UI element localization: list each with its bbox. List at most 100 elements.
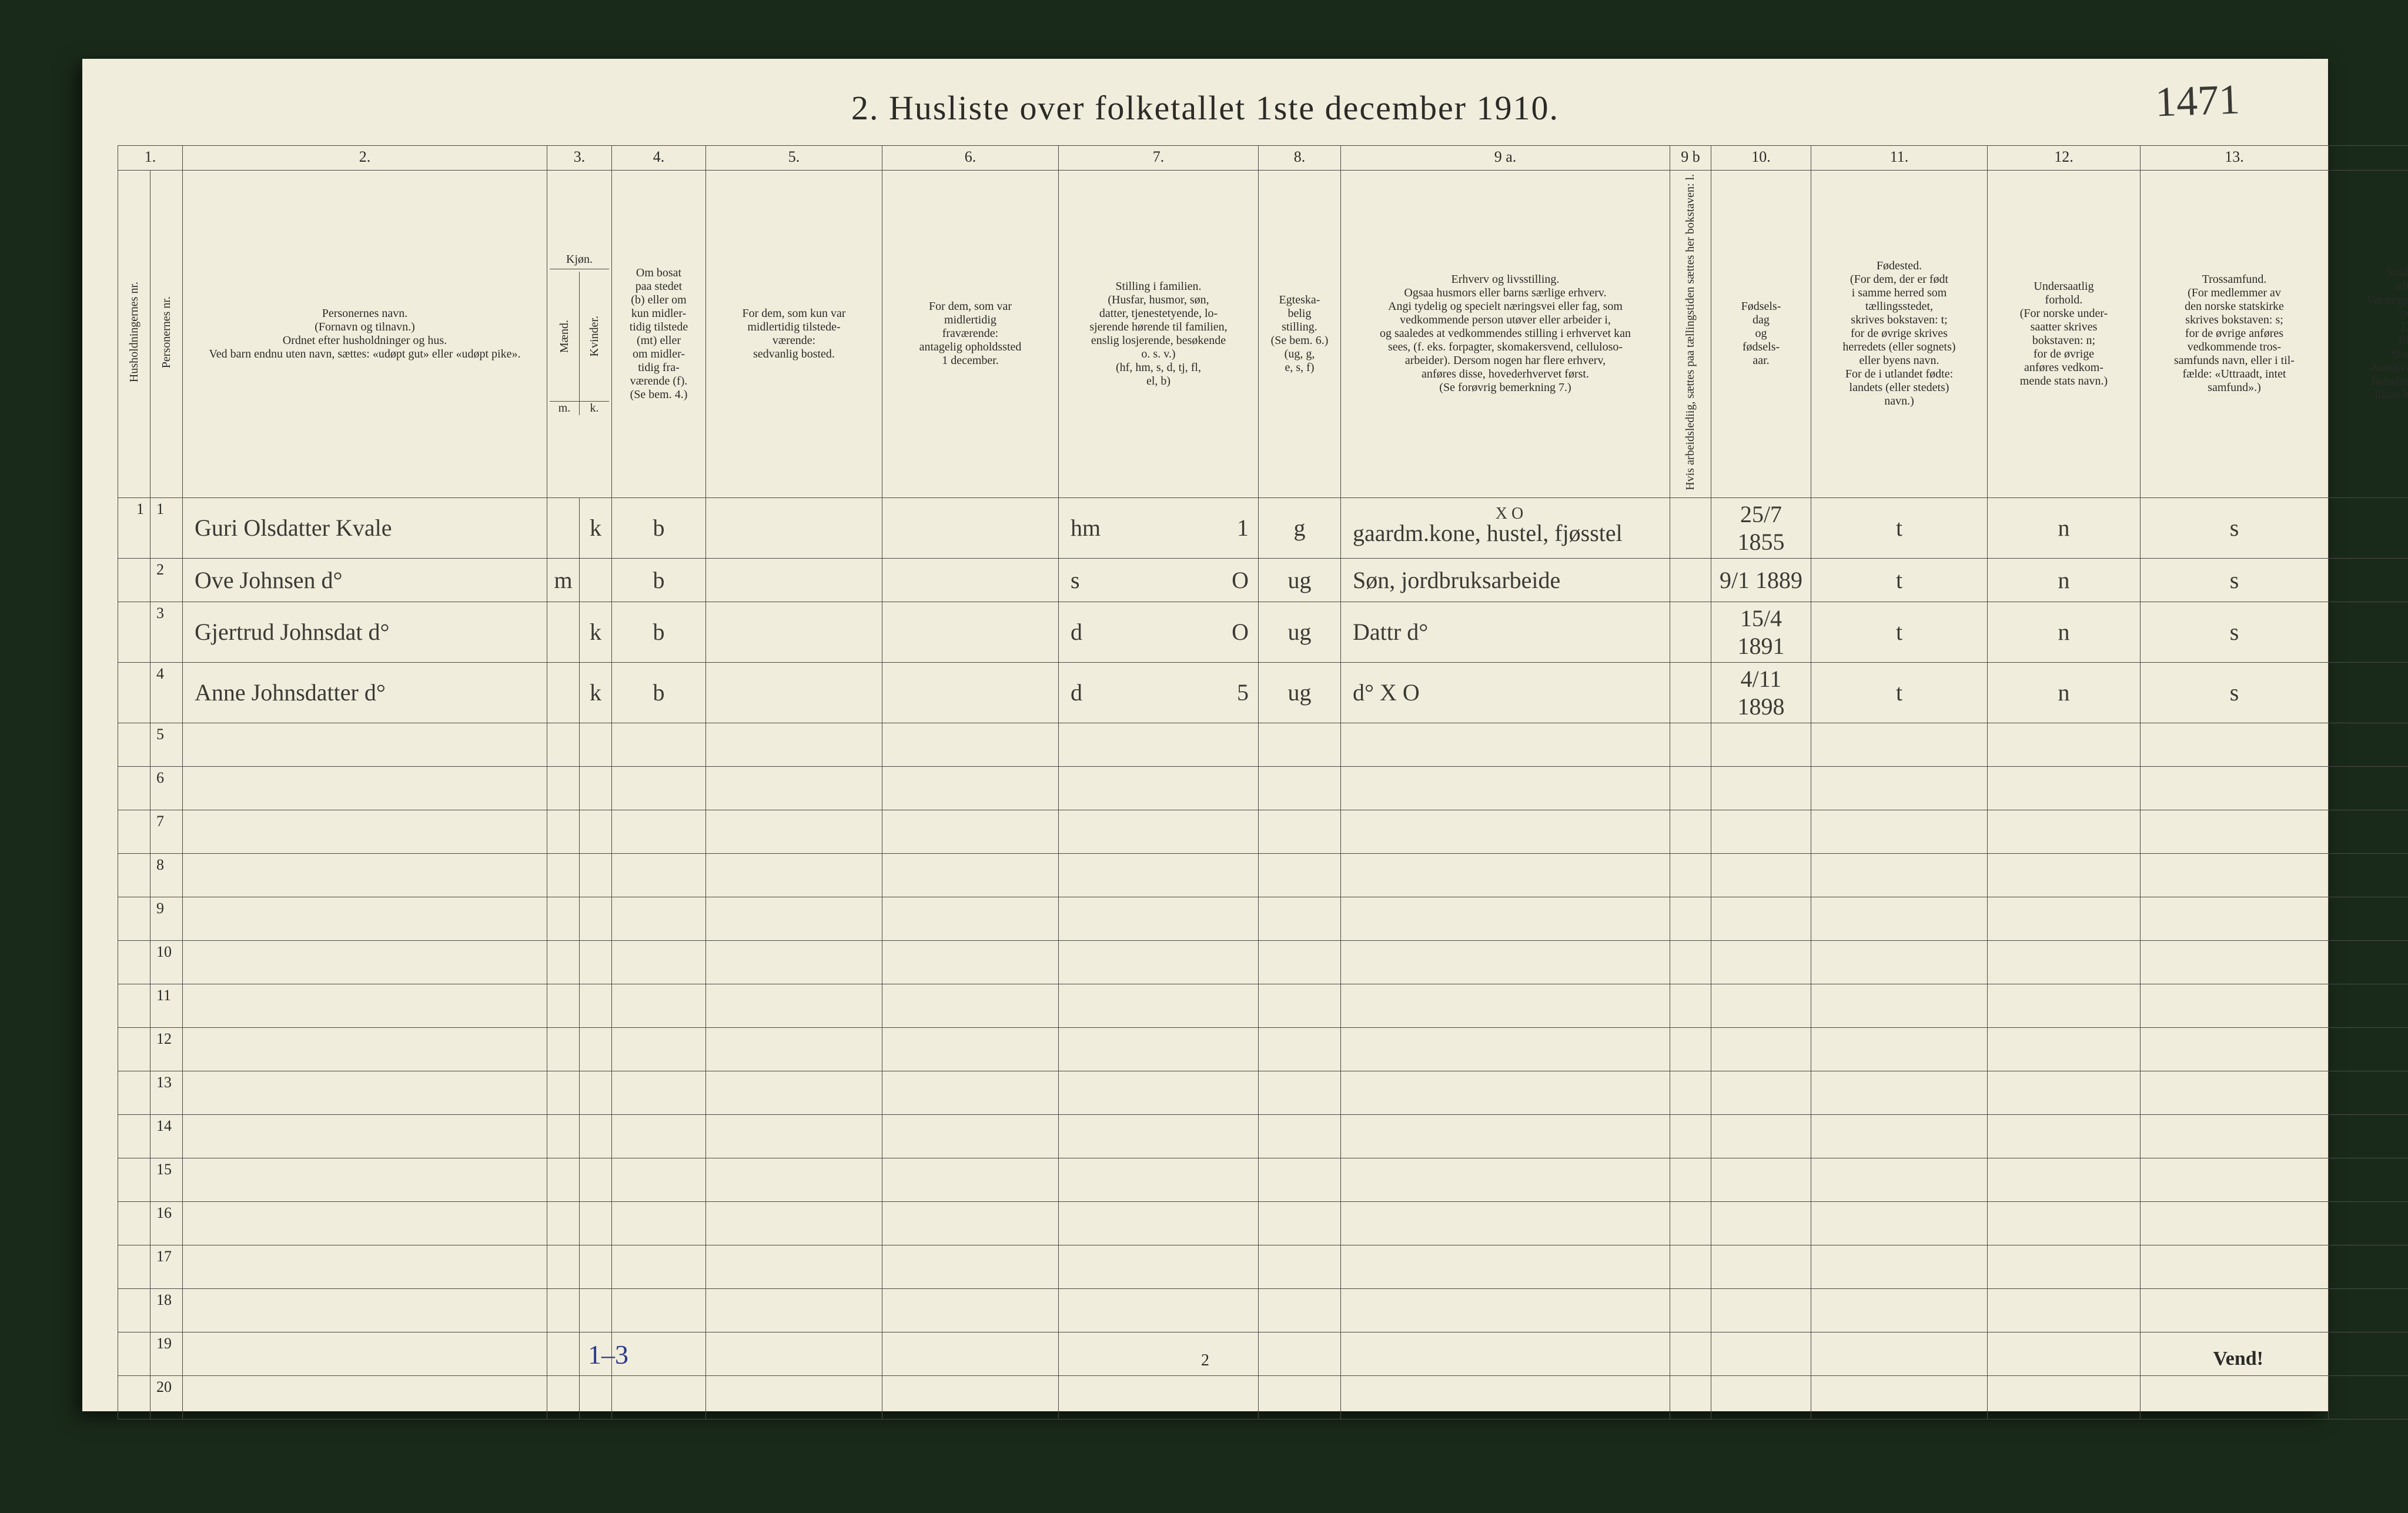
table-cell: [2141, 723, 2329, 766]
table-cell: [1259, 1332, 1341, 1375]
table-cell: [1711, 1332, 1811, 1375]
table-cell: ug: [1259, 662, 1341, 723]
table-cell: [580, 766, 612, 810]
table-cell: [882, 1288, 1059, 1332]
table-row: 10: [118, 940, 2408, 984]
table-cell: [183, 1114, 547, 1158]
column-header: Sindssvak, døv eller blind. Var nogen av…: [2329, 171, 2408, 498]
table-cell: [2141, 1288, 2329, 1332]
table-cell: [580, 723, 612, 766]
table-cell: [1711, 766, 1811, 810]
table-cell: dO: [1059, 602, 1259, 662]
table-cell: [1059, 723, 1259, 766]
table-cell: [2329, 897, 2408, 940]
table-cell: [118, 853, 150, 897]
table-cell: [2141, 1027, 2329, 1071]
table-cell: [580, 1071, 612, 1114]
table-cell: 17: [150, 1245, 183, 1288]
table-cell: [882, 1027, 1059, 1071]
table-cell: [1670, 766, 1711, 810]
table-row: 2Ove Johnsen d°mbsOugSøn, jordbruksarbei…: [118, 558, 2408, 602]
table-cell: 10: [150, 940, 183, 984]
table-cell: [1059, 1158, 1259, 1201]
table-row: 12: [118, 1027, 2408, 1071]
footer-page-number: 2: [1201, 1351, 1209, 1370]
table-cell: [1059, 1114, 1259, 1158]
table-cell: [2141, 940, 2329, 984]
table-cell: [882, 897, 1059, 940]
column-number: 2.: [183, 146, 547, 171]
table-cell: Søn, jordbruksarbeide: [1341, 558, 1670, 602]
table-cell: [1259, 1114, 1341, 1158]
table-cell: [1670, 1027, 1711, 1071]
column-number: 12.: [1988, 146, 2141, 171]
column-header: Egteska- belig stilling. (Se bem. 6.) (u…: [1259, 171, 1341, 498]
column-header: Fødsels- dag og fødsels- aar.: [1711, 171, 1811, 498]
table-cell: [612, 1375, 706, 1419]
table-cell: [1988, 853, 2141, 897]
table-cell: [1811, 853, 1988, 897]
table-cell: [882, 984, 1059, 1027]
table-cell: [547, 1288, 580, 1332]
table-cell: [547, 1245, 580, 1288]
table-row: 11: [118, 984, 2408, 1027]
table-cell: [1059, 853, 1259, 897]
table-cell: 8: [150, 853, 183, 897]
table-cell: [882, 766, 1059, 810]
table-cell: [612, 1158, 706, 1201]
table-cell: [1711, 810, 1811, 853]
table-cell: [1988, 1245, 2141, 1288]
table-cell: [118, 984, 150, 1027]
table-cell: [547, 1375, 580, 1419]
table-cell: [2329, 558, 2408, 602]
table-cell: [2141, 1114, 2329, 1158]
table-cell: [1259, 984, 1341, 1027]
table-cell: [1811, 984, 1988, 1027]
column-number: 1.: [118, 146, 183, 171]
table-cell: 15: [150, 1158, 183, 1201]
table-cell: [706, 1201, 882, 1245]
table-cell: [706, 1114, 882, 1158]
table-row: 4Anne Johnsdatter d°kbd5ugd° X O4/11 189…: [118, 662, 2408, 723]
table-cell: [2329, 1027, 2408, 1071]
table-cell: [547, 1332, 580, 1375]
table-cell: [1341, 1375, 1670, 1419]
handwritten-page-number: 1471: [2155, 75, 2241, 127]
column-number: 8.: [1259, 146, 1341, 171]
table-cell: [882, 1245, 1059, 1288]
table-cell: [547, 897, 580, 940]
table-cell: [1711, 1114, 1811, 1158]
table-cell: [612, 897, 706, 940]
table-cell: [1259, 897, 1341, 940]
table-cell: Dattr d°: [1341, 602, 1670, 662]
table-cell: t: [1811, 497, 1988, 558]
table-cell: [183, 810, 547, 853]
table-cell: [1811, 940, 1988, 984]
table-cell: [1059, 766, 1259, 810]
table-cell: [612, 1071, 706, 1114]
table-cell: [612, 1114, 706, 1158]
table-cell: [118, 1201, 150, 1245]
column-header: Fødested. (For dem, der er født i samme …: [1811, 171, 1988, 498]
table-cell: [2329, 1288, 2408, 1332]
table-cell: [2329, 940, 2408, 984]
table-cell: 2: [150, 558, 183, 602]
table-cell: 1: [150, 497, 183, 558]
table-cell: [1988, 723, 2141, 766]
table-cell: [1059, 810, 1259, 853]
table-cell: [1988, 1201, 2141, 1245]
column-number: 9 b: [1670, 146, 1711, 171]
table-cell: [2329, 984, 2408, 1027]
column-header: Personernes navn. (Fornavn og tilnavn.) …: [183, 171, 547, 498]
table-row: 18: [118, 1288, 2408, 1332]
table-cell: [1341, 1071, 1670, 1114]
table-cell: [1670, 497, 1711, 558]
table-cell: n: [1988, 558, 2141, 602]
table-cell: [612, 1245, 706, 1288]
table-cell: [1711, 1245, 1811, 1288]
table-cell: [2329, 662, 2408, 723]
table-cell: [1811, 1158, 1988, 1201]
table-cell: 14: [150, 1114, 183, 1158]
table-cell: 18: [150, 1288, 183, 1332]
table-cell: [580, 1027, 612, 1071]
